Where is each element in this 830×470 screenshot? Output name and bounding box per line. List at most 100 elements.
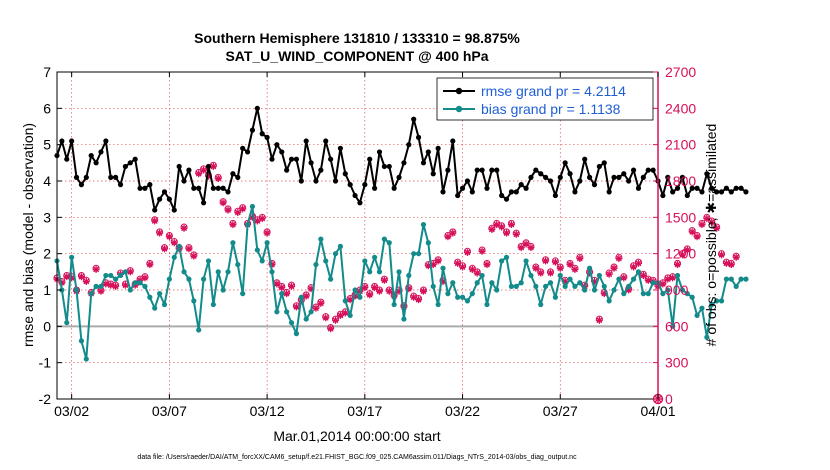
bias-point (274, 309, 280, 315)
obs-assimilated-point (722, 259, 730, 267)
rmse-point (196, 185, 202, 191)
obs-assimilated-point (341, 309, 349, 317)
bias-point (113, 276, 119, 282)
bias-point (73, 287, 80, 293)
rmse-point (586, 174, 593, 180)
bias-point (137, 280, 143, 286)
right-axis-label: # of obs: o=possible; ✱=assimilated (703, 124, 719, 347)
obs-assimilated-point (258, 215, 266, 223)
bias-point (557, 272, 563, 279)
bias-point (64, 320, 70, 326)
bias-point (445, 291, 451, 297)
rmse-point (459, 185, 466, 191)
chart-title: Southern Hemisphere 131810 / 133310 = 98… (194, 30, 520, 46)
obs-assimilated-point (375, 287, 383, 295)
rmse-point (704, 171, 710, 177)
left-tick-label: 6 (43, 100, 51, 116)
rmse-point (98, 149, 104, 155)
obs-assimilated-point (610, 264, 618, 272)
bias-point (318, 236, 324, 242)
rmse-point (240, 145, 246, 151)
bias-point (552, 294, 558, 300)
rmse-point (743, 189, 749, 195)
rmse-point (230, 171, 236, 177)
bias-point (269, 269, 275, 275)
obs-assimilated-point (336, 311, 344, 319)
rmse-point (347, 182, 353, 188)
bias-point (372, 254, 378, 260)
rmse-point (611, 174, 617, 180)
left-tick-label: -2 (39, 391, 52, 407)
obs-assimilated-point (678, 251, 686, 259)
bias-point (650, 280, 656, 286)
obs-assimilated-point (229, 221, 237, 229)
obs-assimilated-point (713, 224, 721, 232)
bias-point (479, 272, 485, 279)
obs-assimilated-point (292, 303, 300, 311)
rmse-point (401, 160, 407, 166)
right-tick-label: 1500 (665, 209, 696, 225)
rmse-point (430, 171, 436, 177)
bias-point (621, 291, 627, 297)
rmse-point (191, 185, 197, 191)
bias-point (220, 287, 226, 293)
obs-assimilated-point (366, 291, 374, 299)
rmse-series (54, 105, 749, 213)
rmse-point (723, 185, 730, 191)
rmse-point (249, 127, 256, 133)
left-tick-label: 3 (43, 209, 51, 225)
rmse-point (357, 200, 363, 206)
obs-assimilated-point (571, 265, 579, 273)
bias-point (215, 269, 221, 275)
rmse-point (582, 156, 588, 162)
obs-assimilated-point (463, 248, 471, 256)
rmse-point (391, 185, 397, 191)
rmse-point (274, 142, 280, 148)
rmse-point (645, 167, 651, 173)
obs-assimilated-point (121, 281, 129, 289)
legend-bias-label: bias grand pr = 1.1138 (481, 101, 621, 117)
obs-assimilated-point (532, 264, 540, 272)
rmse-point (489, 167, 495, 173)
bias-point (157, 291, 163, 297)
x-axis-ticks: 03/02 03/07 03/12 03/17 03/22 03/27 04/01 (54, 72, 676, 419)
bias-point (459, 294, 466, 300)
bias-point (420, 222, 427, 228)
rmse-point (538, 171, 544, 177)
bias-point (122, 269, 129, 275)
bias-point (376, 269, 383, 275)
bias-point (611, 287, 617, 293)
bias-point (538, 301, 544, 308)
obs-assimilated-point (454, 259, 462, 267)
bias-point (200, 276, 207, 282)
bias-point (562, 283, 568, 289)
bias-point (733, 283, 739, 289)
obs-assimilated-point (507, 221, 515, 229)
rmse-point (660, 192, 666, 199)
obs-assimilated-point (605, 270, 613, 278)
bias-point (601, 283, 607, 289)
bias-point (503, 254, 510, 260)
bias-point (259, 258, 265, 264)
rmse-point (674, 185, 681, 191)
bias-point (298, 294, 304, 300)
obs-assimilated-point (234, 208, 242, 216)
obs-assimilated-point (522, 240, 530, 248)
rmse-point (640, 174, 646, 180)
obs-assimilated-point (444, 233, 452, 241)
obs-assimilated-point (517, 244, 525, 252)
rmse-point (367, 156, 373, 162)
bias-point (640, 291, 646, 297)
obs-assimilated-point (302, 292, 310, 300)
bias-point (176, 243, 182, 249)
obs-assimilated-point (634, 259, 642, 267)
obs-assimilated-point (683, 246, 691, 254)
rmse-point (445, 167, 451, 173)
obs-assimilated-point (566, 261, 574, 269)
rmse-point (381, 163, 387, 170)
rmse-point (337, 145, 343, 151)
rmse-point (59, 138, 65, 144)
bias-point (347, 312, 353, 319)
bias-point (406, 272, 412, 279)
obs-assimilated-point (674, 261, 682, 269)
